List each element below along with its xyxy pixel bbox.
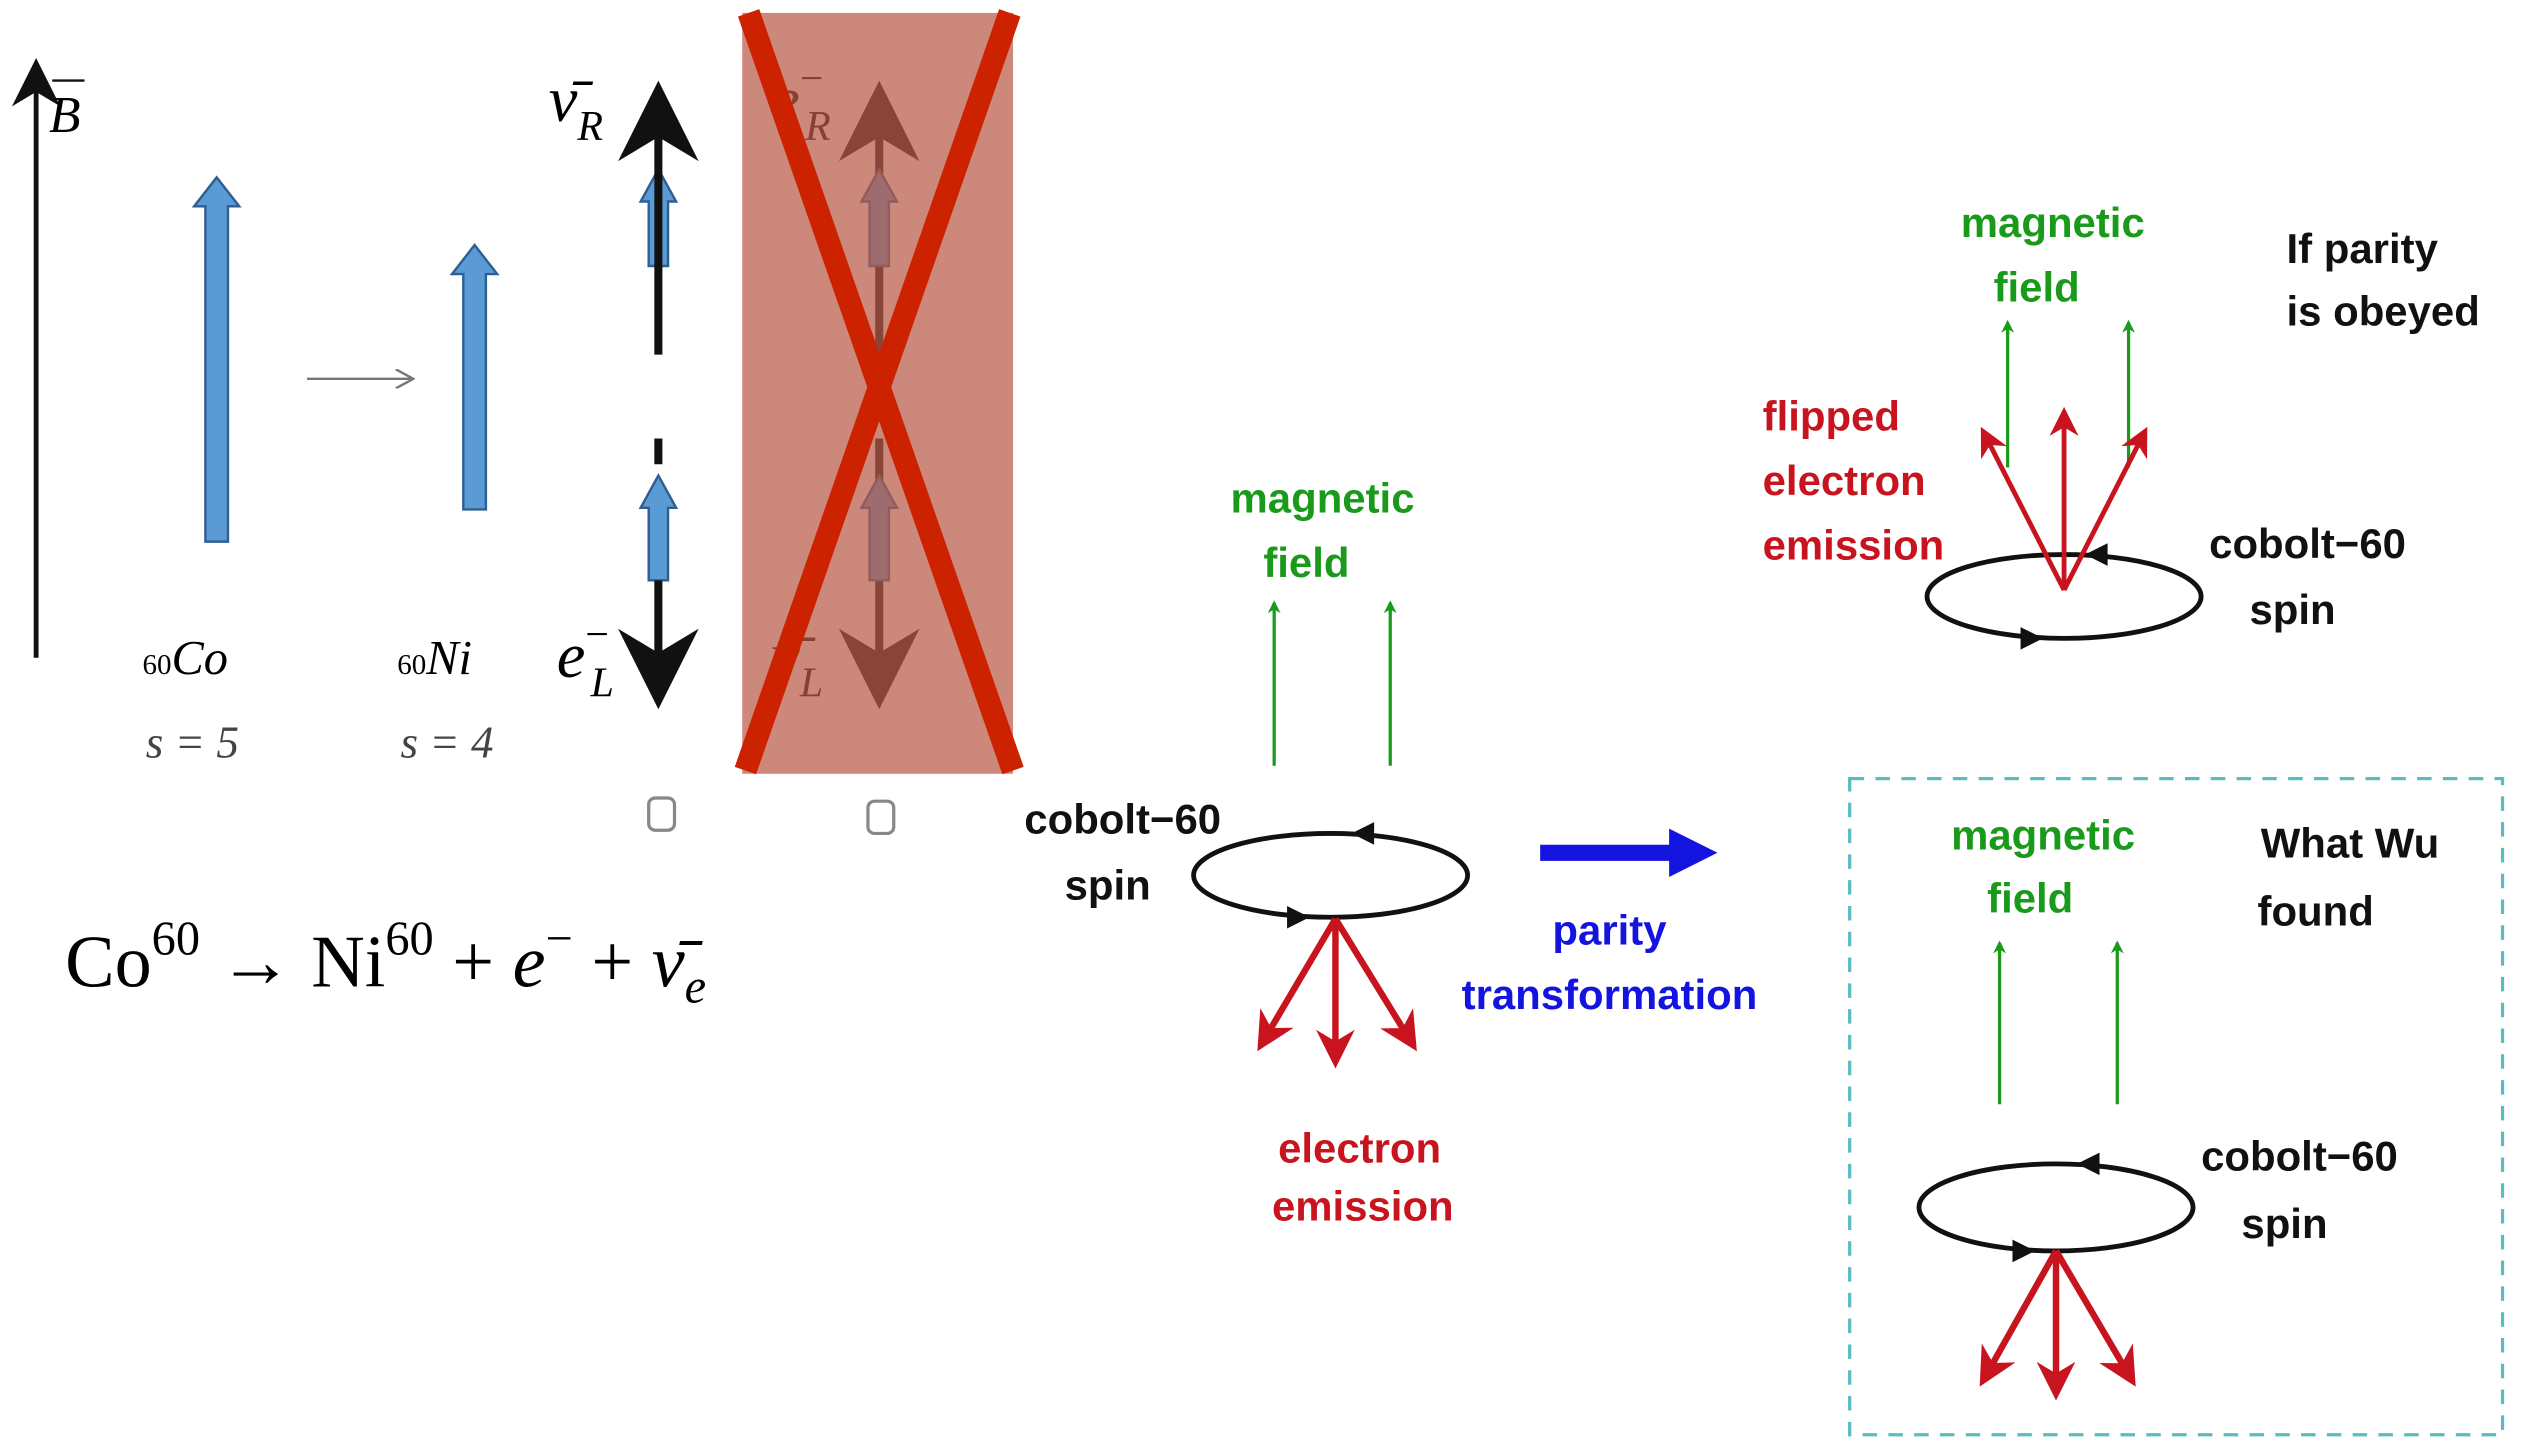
field-label: magnetic field bbox=[1231, 475, 1415, 586]
line: electron bbox=[1763, 457, 1926, 504]
symbol: Ni bbox=[425, 632, 472, 685]
field-arrows bbox=[1274, 603, 1390, 766]
heading: If parity is obeyed bbox=[2287, 225, 2480, 335]
subscript: L bbox=[590, 660, 614, 706]
nickel-spin bbox=[452, 245, 497, 509]
line: field bbox=[1994, 263, 2080, 310]
spin-loop bbox=[1194, 833, 1468, 917]
emission-label: electron emission bbox=[1272, 1124, 1454, 1229]
symbol: Co bbox=[172, 632, 228, 685]
field-arrows bbox=[2008, 322, 2129, 467]
line: field bbox=[1987, 874, 2073, 921]
symbol: e bbox=[557, 620, 586, 691]
eq-part: 60 bbox=[152, 912, 200, 965]
line: flipped bbox=[1763, 392, 1900, 439]
eq-part: → Ni bbox=[200, 922, 385, 1004]
eq-part: e bbox=[513, 922, 546, 1004]
line: magnetic bbox=[1231, 475, 1415, 522]
line: If parity bbox=[2287, 225, 2439, 272]
line: magnetic bbox=[1951, 812, 2135, 859]
emission-arrow bbox=[2064, 432, 2145, 590]
line: field bbox=[1263, 539, 1349, 586]
cobalt-spin-value: s = 5 bbox=[146, 718, 239, 768]
line: spin bbox=[2241, 1200, 2327, 1247]
line: magnetic bbox=[1961, 199, 2145, 246]
line: What Wu bbox=[2261, 820, 2439, 867]
emission-arrow bbox=[1983, 432, 2064, 590]
result-box bbox=[1850, 779, 2503, 1435]
spin-label: cobolt−60 spin bbox=[2201, 1132, 2398, 1247]
spin-label: cobolt−60 spin bbox=[1024, 795, 1221, 908]
superscript: − bbox=[585, 612, 609, 658]
cobalt-label: 60Co bbox=[143, 632, 228, 685]
eq-part: + bbox=[434, 922, 513, 1004]
nickel-spin-value: s = 4 bbox=[400, 718, 493, 768]
line: emission bbox=[1272, 1182, 1454, 1229]
thumb-up-icon bbox=[649, 798, 675, 830]
mass: 60 bbox=[397, 649, 426, 681]
line: is obeyed bbox=[2287, 288, 2480, 335]
spin-loop bbox=[1919, 1164, 2193, 1251]
line: transformation bbox=[1462, 971, 1758, 1018]
line: cobolt−60 bbox=[2201, 1132, 2398, 1179]
heading: What Wu found bbox=[2258, 820, 2440, 935]
spin-direction bbox=[1287, 822, 1374, 928]
line: found bbox=[2258, 887, 2374, 934]
electron-left: e−L bbox=[557, 612, 614, 706]
spin-direction bbox=[2012, 1153, 2099, 1263]
line: parity bbox=[1552, 907, 1667, 954]
emission-label: flipped electron emission bbox=[1763, 392, 1945, 568]
line: electron bbox=[1278, 1124, 1441, 1171]
antineutrino-right: ν̄R bbox=[549, 64, 603, 150]
field-label: magnetic field bbox=[1951, 812, 2135, 922]
eq-part: − bbox=[546, 912, 573, 965]
spin-label: cobolt−60 spin bbox=[2209, 520, 2406, 633]
field-arrows bbox=[2000, 943, 2118, 1104]
field-label: B bbox=[49, 87, 81, 144]
eq-part: 60 bbox=[385, 912, 433, 965]
emission-arrow bbox=[1261, 919, 1335, 1045]
page: { "left_panel": { "field_label": "B", "c… bbox=[0, 0, 2529, 1446]
field-label: magnetic field bbox=[1961, 199, 2145, 310]
line: spin bbox=[1065, 862, 1151, 909]
line: cobolt−60 bbox=[1024, 795, 1221, 842]
emission-arrow bbox=[1335, 919, 1412, 1045]
line: emission bbox=[1763, 521, 1945, 568]
spin bbox=[641, 476, 676, 581]
line: cobolt−60 bbox=[2209, 520, 2406, 567]
mass: 60 bbox=[143, 649, 172, 681]
line: spin bbox=[2249, 586, 2335, 633]
decay-equation: Co60 → Ni60 + e− + ν̄e bbox=[65, 912, 706, 1013]
emission-arrow bbox=[1983, 1251, 2056, 1380]
eq-part: + bbox=[573, 922, 652, 1004]
emission-arrows bbox=[1261, 919, 1413, 1061]
subscript: R bbox=[576, 104, 603, 150]
transformation-label: parity transformation bbox=[1462, 907, 1758, 1018]
cobalt-spin bbox=[194, 177, 239, 541]
eq-part: e bbox=[685, 961, 706, 1014]
nickel-label: 60Ni bbox=[397, 632, 472, 685]
emission-arrows bbox=[1983, 1251, 2131, 1393]
eq-part: Co bbox=[65, 922, 152, 1004]
diagram: B 60Co s = 5 60Ni s = 4 ν̄R e−L e−R ν̄L … bbox=[0, 0, 2529, 1446]
transformation-arrow bbox=[1540, 829, 1717, 877]
spin-arrows bbox=[194, 169, 676, 580]
emission-arrow bbox=[2056, 1251, 2132, 1380]
thumb-down-icon bbox=[868, 801, 894, 833]
